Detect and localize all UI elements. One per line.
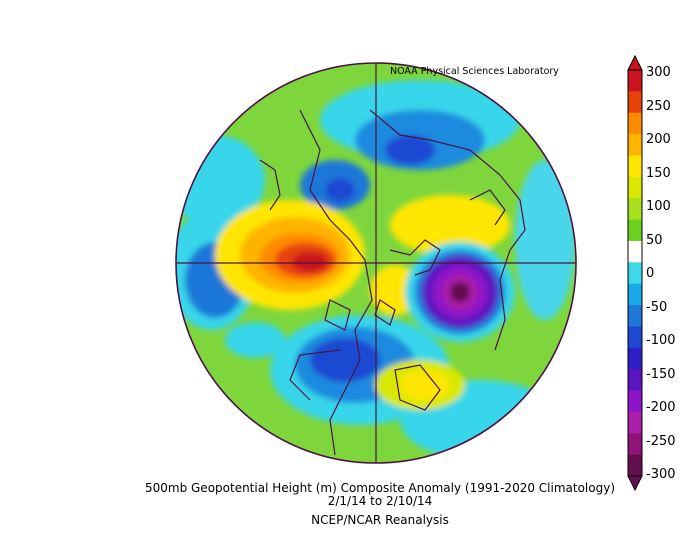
colorbar-tick-label: 100: [646, 199, 671, 214]
colorbar-swatch: [628, 155, 642, 178]
credit-label: NOAA Physical Sciences Laboratory: [390, 66, 559, 77]
colorbar-swatch: [628, 305, 642, 327]
map-boundary: [175, 62, 577, 464]
colorbar-swatch: [628, 369, 642, 392]
colorbar-tick-label: -250: [646, 433, 676, 449]
colorbar-swatch: [628, 112, 642, 135]
colorbar-tick-label: -100: [646, 333, 676, 348]
colorbar-swatch: [628, 433, 642, 456]
colorbar-tick-label: 300: [646, 65, 671, 80]
colorbar-swatch: [628, 390, 642, 413]
colorbar-swatch: [628, 326, 642, 349]
colorbar-min-arrow: [627, 475, 643, 492]
colorbar-tick-label: 50: [646, 232, 663, 248]
colorbar-tick-label: 250: [646, 98, 671, 114]
positive-anomaly-europe: [390, 195, 510, 255]
colorbar-max-arrow: [627, 54, 643, 71]
colorbar-tick-label: -300: [646, 467, 676, 482]
colorbar-tick-label: 0: [646, 266, 655, 281]
anomaly-field: [176, 63, 576, 463]
caption-dates: 2/1/14 to 2/10/14: [327, 494, 433, 508]
colorbar-swatch: [628, 134, 642, 156]
colorbar-swatch: [628, 91, 642, 114]
colorbar-swatch: [628, 454, 642, 477]
colorbar-swatch: [628, 198, 642, 221]
colorbar-swatch: [628, 70, 642, 92]
colorbar-swatch: [628, 240, 642, 263]
colorbar-tick-label: -200: [646, 400, 676, 415]
colorbar-swatch: [628, 411, 642, 434]
colorbar: [627, 54, 643, 492]
caption-source: NCEP/NCAR Reanalysis: [311, 513, 449, 527]
caption-title: 500mb Geopotential Height (m) Composite …: [144, 481, 615, 495]
colorbar-tick-label: -50: [646, 299, 668, 315]
colorbar-swatch: [628, 262, 642, 285]
colorbar-swatch: [628, 347, 642, 370]
coastlines: [259, 109, 526, 456]
colorbar-swatch: [628, 176, 642, 199]
colorbar-tick-label: -150: [646, 366, 676, 382]
colorbar-tick-label: 150: [646, 165, 671, 181]
colorbar-swatch: [628, 219, 642, 242]
colorbar-swatch: [628, 283, 642, 306]
colorbar-tick-label: 200: [646, 132, 671, 147]
